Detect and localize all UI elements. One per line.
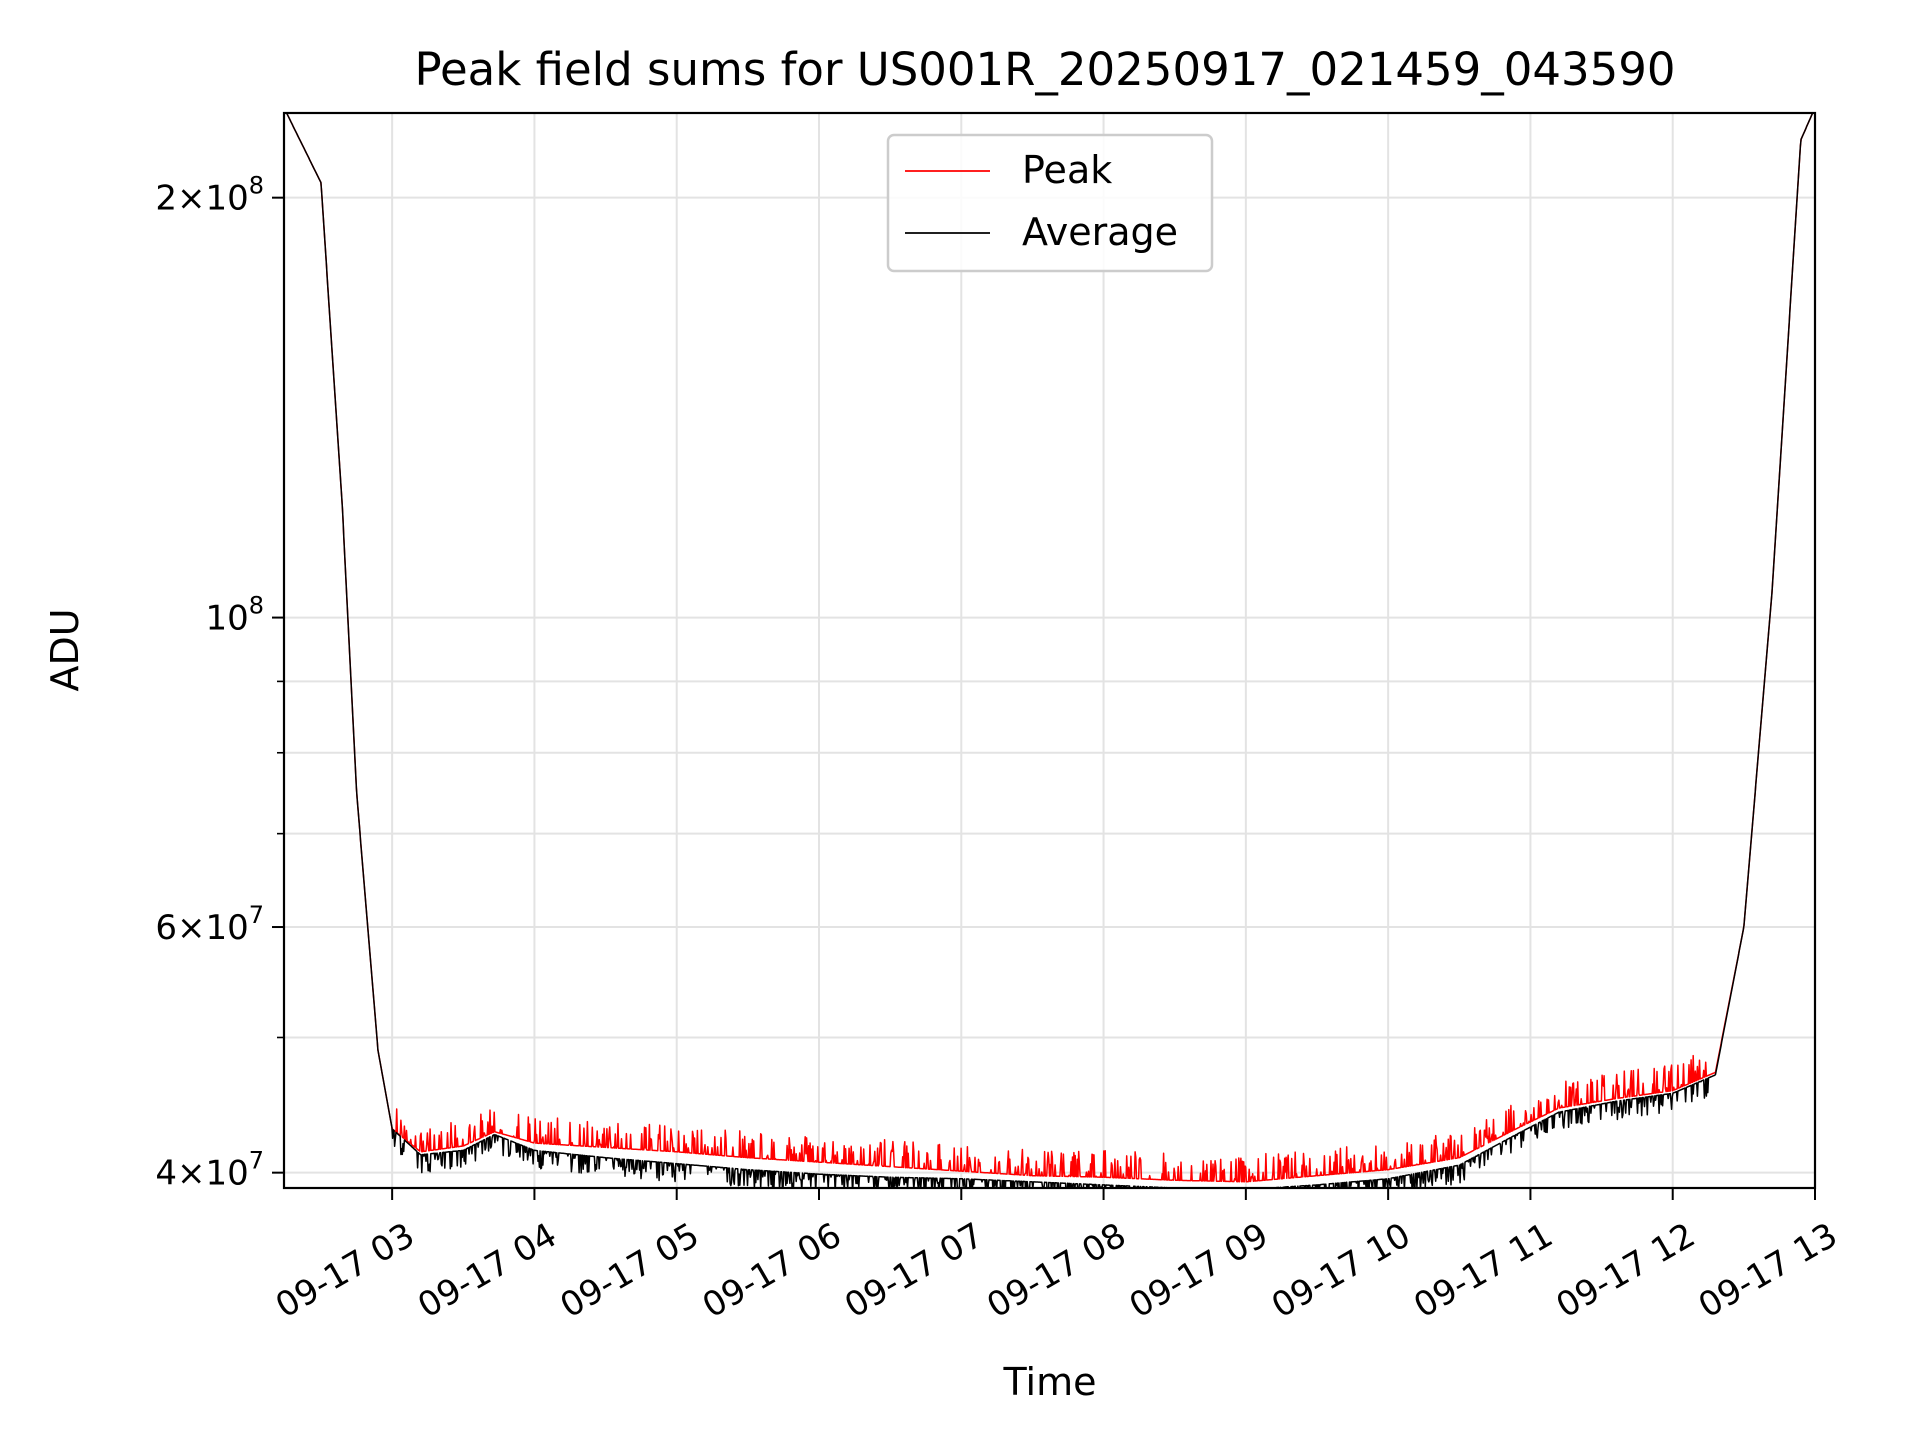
plot-frame <box>282 111 1817 1190</box>
series-layer <box>285 113 1814 1188</box>
series-line-peak <box>285 113 1814 1183</box>
legend-label-peak: Peak <box>1022 148 1112 192</box>
y-tick-label: 108 <box>205 592 264 639</box>
legend-label-average: Average <box>1022 210 1178 254</box>
x-axis-label: Time <box>1003 1360 1097 1404</box>
y-tick-label: 4×107 <box>155 1147 264 1194</box>
y-axis-label: ADU <box>43 608 87 691</box>
legend: Peak Average <box>886 133 1214 273</box>
chart-title: Peak field sums for US001R_20250917_0214… <box>414 43 1675 96</box>
y-tick-label: 6×107 <box>155 901 264 948</box>
y-tick-label: 2×108 <box>155 172 264 219</box>
legend-box <box>886 133 1214 273</box>
series-line-average <box>285 113 1814 1188</box>
